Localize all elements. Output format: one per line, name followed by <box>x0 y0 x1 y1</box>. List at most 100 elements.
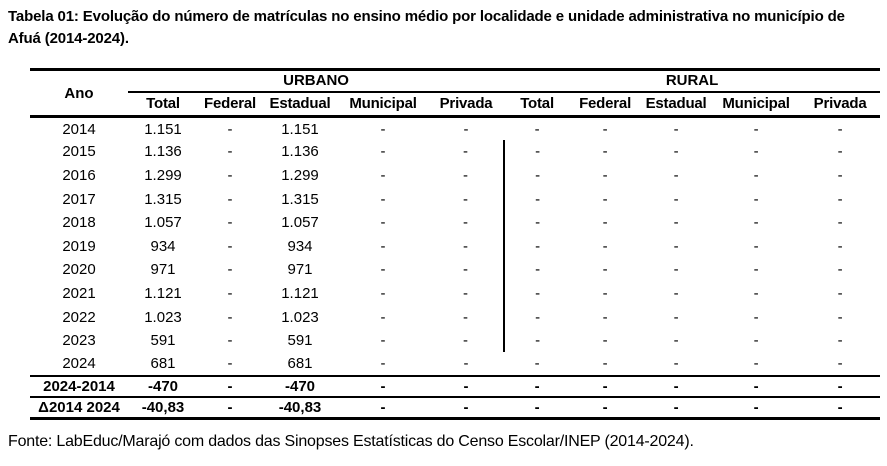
cell: -470 <box>128 375 198 398</box>
cell: - <box>837 284 843 302</box>
group-header-row: Ano URBANO RURAL <box>30 69 881 118</box>
row-label: 2022 <box>62 308 96 326</box>
cell: - <box>712 396 801 419</box>
cell: - <box>428 396 505 419</box>
row-label: 2020 <box>62 261 96 279</box>
cell: 971 <box>150 261 176 279</box>
group-header-urbano: URBANO <box>128 69 505 93</box>
cell: - <box>463 143 469 161</box>
cell: - <box>463 261 469 279</box>
cell: - <box>227 261 233 279</box>
cell: 591 <box>150 332 176 350</box>
cell: - <box>673 355 679 373</box>
cell: - <box>198 375 262 398</box>
column-header-row: Total Federal Estadual Municipal Privada Tota… <box>30 91 881 118</box>
row-label: 2016 <box>62 166 96 184</box>
summary-row: 2024-2014 -470- -470- - - - - - - <box>30 375 881 398</box>
cell: - <box>602 308 608 326</box>
row-label: 2018 <box>62 214 96 232</box>
group-header-rural: RURAL <box>504 69 881 93</box>
cell: - <box>463 308 469 326</box>
cell: - <box>753 120 759 138</box>
cell: - <box>673 332 679 350</box>
cell: - <box>837 143 843 161</box>
col-header-urbano-municipal: Municipal <box>338 91 428 118</box>
cell: - <box>837 120 843 138</box>
cell: - <box>753 237 759 255</box>
cell: - <box>227 355 233 373</box>
cell: - <box>227 237 233 255</box>
cell: - <box>380 120 386 138</box>
cell: - <box>837 355 843 373</box>
cell: - <box>602 143 608 161</box>
cell: - <box>673 214 679 232</box>
cell: - <box>837 308 843 326</box>
table-row: 2017 1.315 - 1.315 - - - - - - - <box>30 187 880 211</box>
cell: - <box>673 120 679 138</box>
cell: - <box>837 332 843 350</box>
row-label: 2015 <box>62 143 96 161</box>
cell: - <box>753 190 759 208</box>
cell: - <box>338 375 428 398</box>
cell: - <box>837 190 843 208</box>
cell: 1.057 <box>281 214 319 232</box>
cell: - <box>503 187 571 211</box>
cell: - <box>673 143 679 161</box>
cell: - <box>227 190 233 208</box>
source-note: Fonte: LabEduc/Marajó com dados das Sino… <box>8 433 694 450</box>
cell: - <box>338 396 428 419</box>
table-row: 2021 1.121 - 1.121 - - - - - - - <box>30 281 880 306</box>
cell: 1.299 <box>144 166 182 184</box>
cell: - <box>504 396 571 419</box>
row-label: Δ2014 2024 <box>30 396 128 419</box>
cell: - <box>463 190 469 208</box>
table-body: 2014 1.151-1.151- - - - - - -2015 1.136-1.136- - -… <box>30 117 881 419</box>
table-row: 2014 1.151 - 1.151 - - - - - - - <box>30 117 880 141</box>
table-row: 2016 1.299 - 1.299 - - - - - - - <box>30 163 880 188</box>
cell: - <box>640 396 713 419</box>
cell: - <box>380 190 386 208</box>
cell: - <box>503 305 571 329</box>
cell: 1.315 <box>144 190 182 208</box>
cell: - <box>463 355 469 373</box>
cell: - <box>602 166 608 184</box>
cell: 681 <box>287 355 313 373</box>
cell: - <box>227 332 233 350</box>
cell: - <box>227 166 233 184</box>
cell: - <box>503 328 571 353</box>
col-header-rural-federal: Federal <box>570 91 641 118</box>
cell: - <box>800 375 881 398</box>
row-label: 2014 <box>62 120 96 138</box>
cell: - <box>428 375 505 398</box>
row-label: 2024 <box>62 355 96 373</box>
cell: - <box>602 332 608 350</box>
cell: - <box>503 281 571 306</box>
col-header-ano: Ano <box>30 69 128 118</box>
col-header-urbano-federal: Federal <box>198 91 262 118</box>
table-row: 2019 934 - 934 - - - - - - - <box>30 234 880 259</box>
cell: -40,83 <box>128 396 198 419</box>
cell: - <box>463 284 469 302</box>
cell: - <box>640 375 713 398</box>
col-header-urbano-privada: Privada <box>428 91 505 118</box>
cell: - <box>503 258 571 282</box>
cell: - <box>463 332 469 350</box>
cell: 934 <box>287 237 313 255</box>
cell: - <box>837 261 843 279</box>
cell: - <box>227 120 233 138</box>
cell: - <box>227 284 233 302</box>
table-row: 2024 681 - 681 - - - - - - - <box>30 352 880 376</box>
col-header-rural-municipal: Municipal <box>712 91 801 118</box>
cell: - <box>503 210 571 235</box>
table-row: 2023 591 - 591 - - - - - - - <box>30 328 880 353</box>
cell: - <box>380 308 386 326</box>
cell: - <box>227 308 233 326</box>
table-row: 2018 1.057 - 1.057 - - - - - - - <box>30 210 880 235</box>
cell: - <box>503 163 571 188</box>
cell: - <box>753 332 759 350</box>
col-header-rural-estadual: Estadual <box>640 91 713 118</box>
table-row: 2015 1.136 - 1.136 - - - - - - - <box>30 140 880 164</box>
cell: 1.315 <box>281 190 319 208</box>
cell: - <box>673 284 679 302</box>
cell: - <box>753 308 759 326</box>
